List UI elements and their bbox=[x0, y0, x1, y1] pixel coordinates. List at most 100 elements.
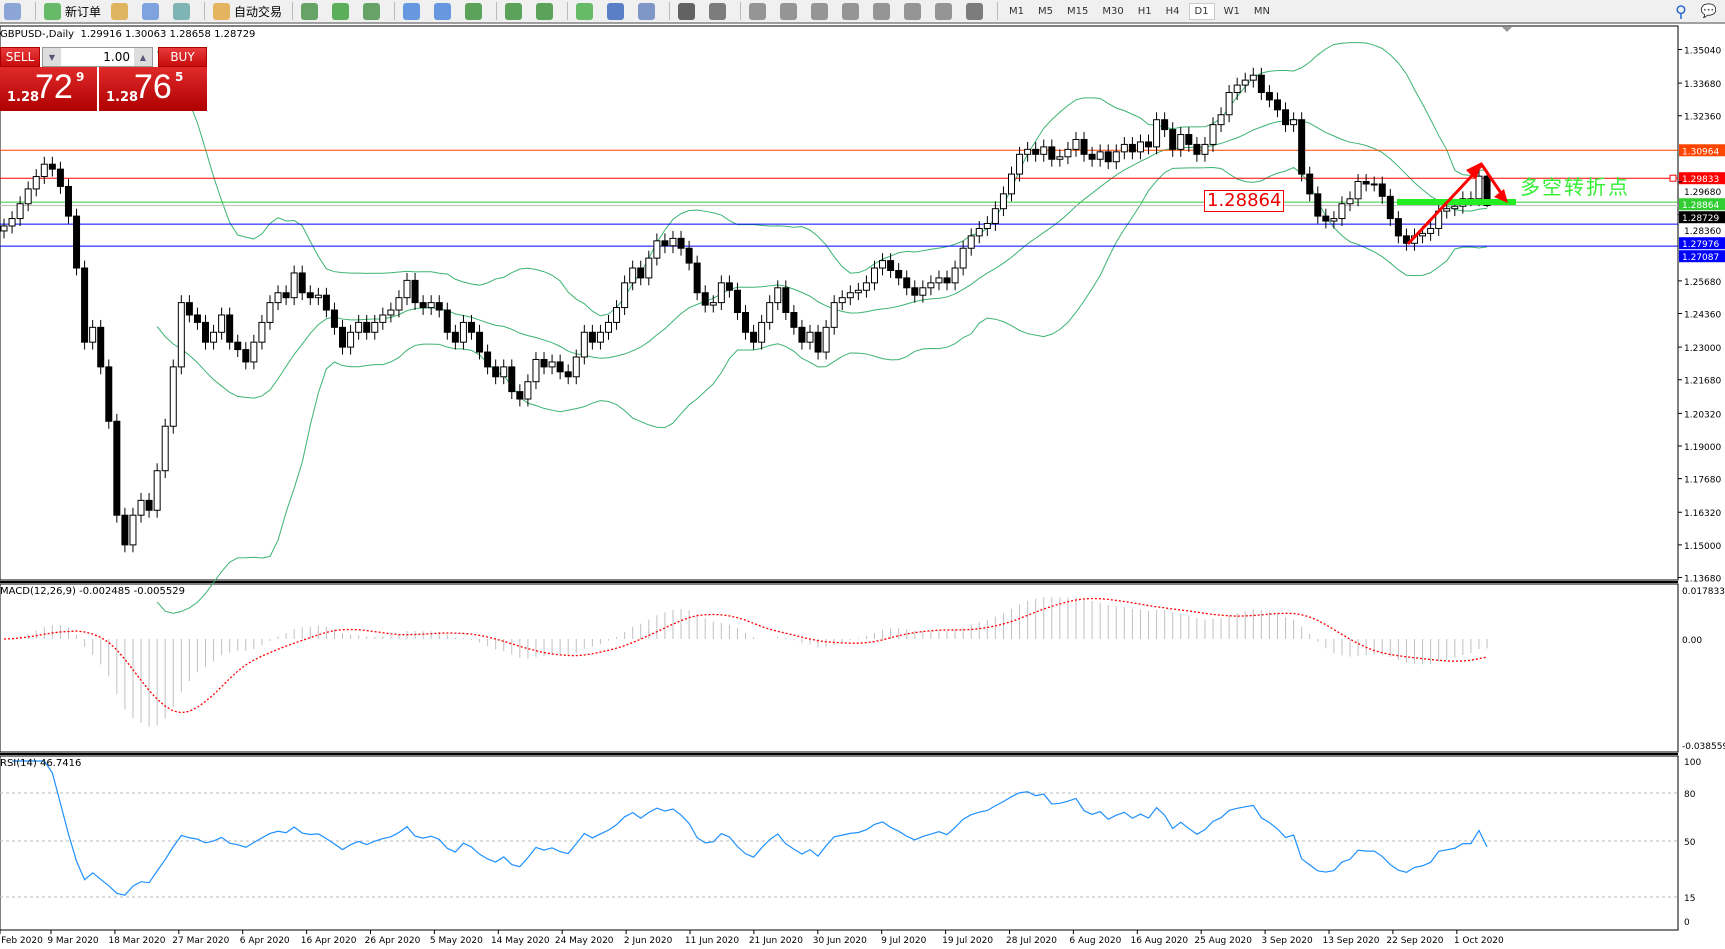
candle-body-bullish bbox=[1008, 173, 1015, 195]
equidistant-channel-button[interactable] bbox=[838, 2, 863, 20]
candle bbox=[347, 324, 355, 355]
lot-decrease-icon[interactable]: ▼ bbox=[43, 48, 61, 66]
candle bbox=[1048, 139, 1056, 167]
candle-body-bullish bbox=[1241, 79, 1249, 86]
price-annotation-box[interactable]: 1.28864 bbox=[1204, 190, 1285, 212]
candle-body-bearish bbox=[540, 358, 548, 368]
candle-body-bearish bbox=[73, 215, 81, 269]
vertical-line-button[interactable] bbox=[745, 2, 770, 20]
candle bbox=[1273, 92, 1281, 118]
rsi-axis-label: 0 bbox=[1684, 918, 1690, 928]
bar-chart-icon bbox=[301, 2, 319, 20]
zoom-out-button[interactable] bbox=[430, 2, 455, 20]
lot-input[interactable] bbox=[61, 50, 134, 64]
candle-body-bullish bbox=[1330, 218, 1338, 222]
crosshair-button[interactable] bbox=[705, 2, 730, 20]
candle-body-bullish bbox=[830, 302, 838, 328]
candle-body-bearish bbox=[798, 326, 806, 343]
candle-body-bullish bbox=[16, 203, 24, 220]
candle bbox=[467, 314, 475, 340]
signals-button[interactable] bbox=[169, 2, 194, 20]
indicators-button[interactable] bbox=[572, 2, 597, 20]
candle bbox=[64, 179, 72, 224]
candle bbox=[322, 287, 330, 318]
candle-body-bearish bbox=[306, 292, 314, 299]
zoom-in-button[interactable] bbox=[399, 2, 424, 20]
text-button[interactable] bbox=[900, 2, 925, 20]
candle-body-bullish bbox=[1443, 208, 1451, 212]
sell-button[interactable]: SELL bbox=[0, 47, 40, 67]
candle-body-bullish bbox=[24, 188, 32, 205]
navigator-button[interactable] bbox=[138, 2, 163, 20]
candle-body-bearish bbox=[56, 168, 64, 187]
text-label-button[interactable] bbox=[931, 2, 956, 20]
horizontal-line-button[interactable] bbox=[776, 2, 801, 20]
candle bbox=[226, 307, 234, 350]
lot-stepper[interactable]: ▼ ▲ bbox=[42, 47, 153, 67]
candle-body-bearish bbox=[339, 326, 347, 348]
toolbar-separator bbox=[292, 2, 294, 20]
auto-scroll-button[interactable] bbox=[501, 2, 526, 20]
trendline-button[interactable] bbox=[807, 2, 832, 20]
templates-button[interactable] bbox=[634, 2, 659, 20]
candle bbox=[129, 507, 137, 553]
price-tick-label: 1.16320 bbox=[1684, 509, 1721, 519]
sell-price-box[interactable]: 1.28 72 9 bbox=[0, 67, 97, 111]
tile-windows-button[interactable] bbox=[461, 2, 486, 20]
search-icon[interactable]: ⚲ bbox=[1675, 1, 1687, 21]
macd-title: MACD(12,26,9) -0.002485 -0.005529 bbox=[0, 586, 185, 597]
chart-window-button[interactable] bbox=[0, 2, 25, 20]
timeframe-h4[interactable]: H4 bbox=[1165, 5, 1180, 17]
toolbar-label: 自动交易 bbox=[234, 4, 283, 19]
candle bbox=[1427, 221, 1435, 241]
buy-price-point: 5 bbox=[175, 70, 184, 84]
chat-icon[interactable]: 💬 bbox=[1700, 3, 1717, 19]
candle-body-bullish bbox=[169, 366, 177, 427]
candle-body-bullish bbox=[210, 331, 218, 343]
periods-button[interactable] bbox=[603, 2, 628, 20]
price-tick-label: 1.23000 bbox=[1684, 344, 1721, 354]
lot-increase-icon[interactable]: ▲ bbox=[134, 48, 152, 66]
fibonacci-button[interactable] bbox=[869, 2, 894, 20]
cursor-button[interactable] bbox=[674, 2, 699, 20]
candle bbox=[419, 295, 427, 315]
one-click-trading-panel: SELL ▼ ▲ BUY 1.28 72 9 1.28 76 5 bbox=[0, 47, 207, 111]
timeframe-mn[interactable]: MN bbox=[1253, 5, 1270, 17]
market-watch-button[interactable] bbox=[107, 2, 132, 20]
candle-body-bearish bbox=[895, 269, 903, 279]
new-order-button[interactable]: 新订单 bbox=[40, 2, 102, 20]
bar-chart-button[interactable] bbox=[297, 2, 322, 20]
buy-button[interactable]: BUY bbox=[158, 47, 207, 67]
auto-trading-button[interactable]: 自动交易 bbox=[209, 2, 283, 20]
toolbar-label: 新订单 bbox=[65, 4, 102, 19]
candle bbox=[274, 285, 282, 311]
timeframe-m5[interactable]: M5 bbox=[1038, 5, 1054, 17]
timeframe-m1[interactable]: M1 bbox=[1009, 5, 1025, 17]
line-chart-button[interactable] bbox=[359, 2, 384, 20]
candle-body-bearish bbox=[1257, 74, 1265, 94]
candle-body-bullish bbox=[1016, 153, 1024, 175]
price-tick-label: 1.20320 bbox=[1684, 410, 1721, 420]
arrows-button[interactable] bbox=[962, 2, 987, 20]
timeframe-d1[interactable]: D1 bbox=[1188, 2, 1215, 20]
reversal-point-annotation[interactable]: 多空转折点 bbox=[1520, 175, 1630, 199]
candle-body-bearish bbox=[1306, 173, 1314, 195]
rsi-axis-label: 50 bbox=[1684, 838, 1696, 848]
candle bbox=[1257, 67, 1265, 100]
buy-price-box[interactable]: 1.28 76 5 bbox=[99, 67, 207, 111]
candle bbox=[1370, 176, 1378, 192]
timeframe-w1[interactable]: W1 bbox=[1223, 5, 1240, 17]
timeframe-m30[interactable]: M30 bbox=[1102, 5, 1124, 17]
chart-shift-button[interactable] bbox=[532, 2, 557, 20]
candle bbox=[0, 218, 8, 239]
candle-body-bearish bbox=[685, 247, 693, 264]
candle-body-bearish bbox=[1322, 215, 1330, 222]
timeframe-h1[interactable]: H1 bbox=[1137, 5, 1152, 17]
candle-body-bearish bbox=[443, 309, 451, 333]
candle bbox=[766, 295, 774, 330]
candle bbox=[1217, 107, 1225, 133]
timeframe-m15[interactable]: M15 bbox=[1067, 5, 1089, 17]
date-label: 9 Jul 2020 bbox=[881, 936, 926, 946]
candlestick-button[interactable] bbox=[328, 2, 353, 20]
